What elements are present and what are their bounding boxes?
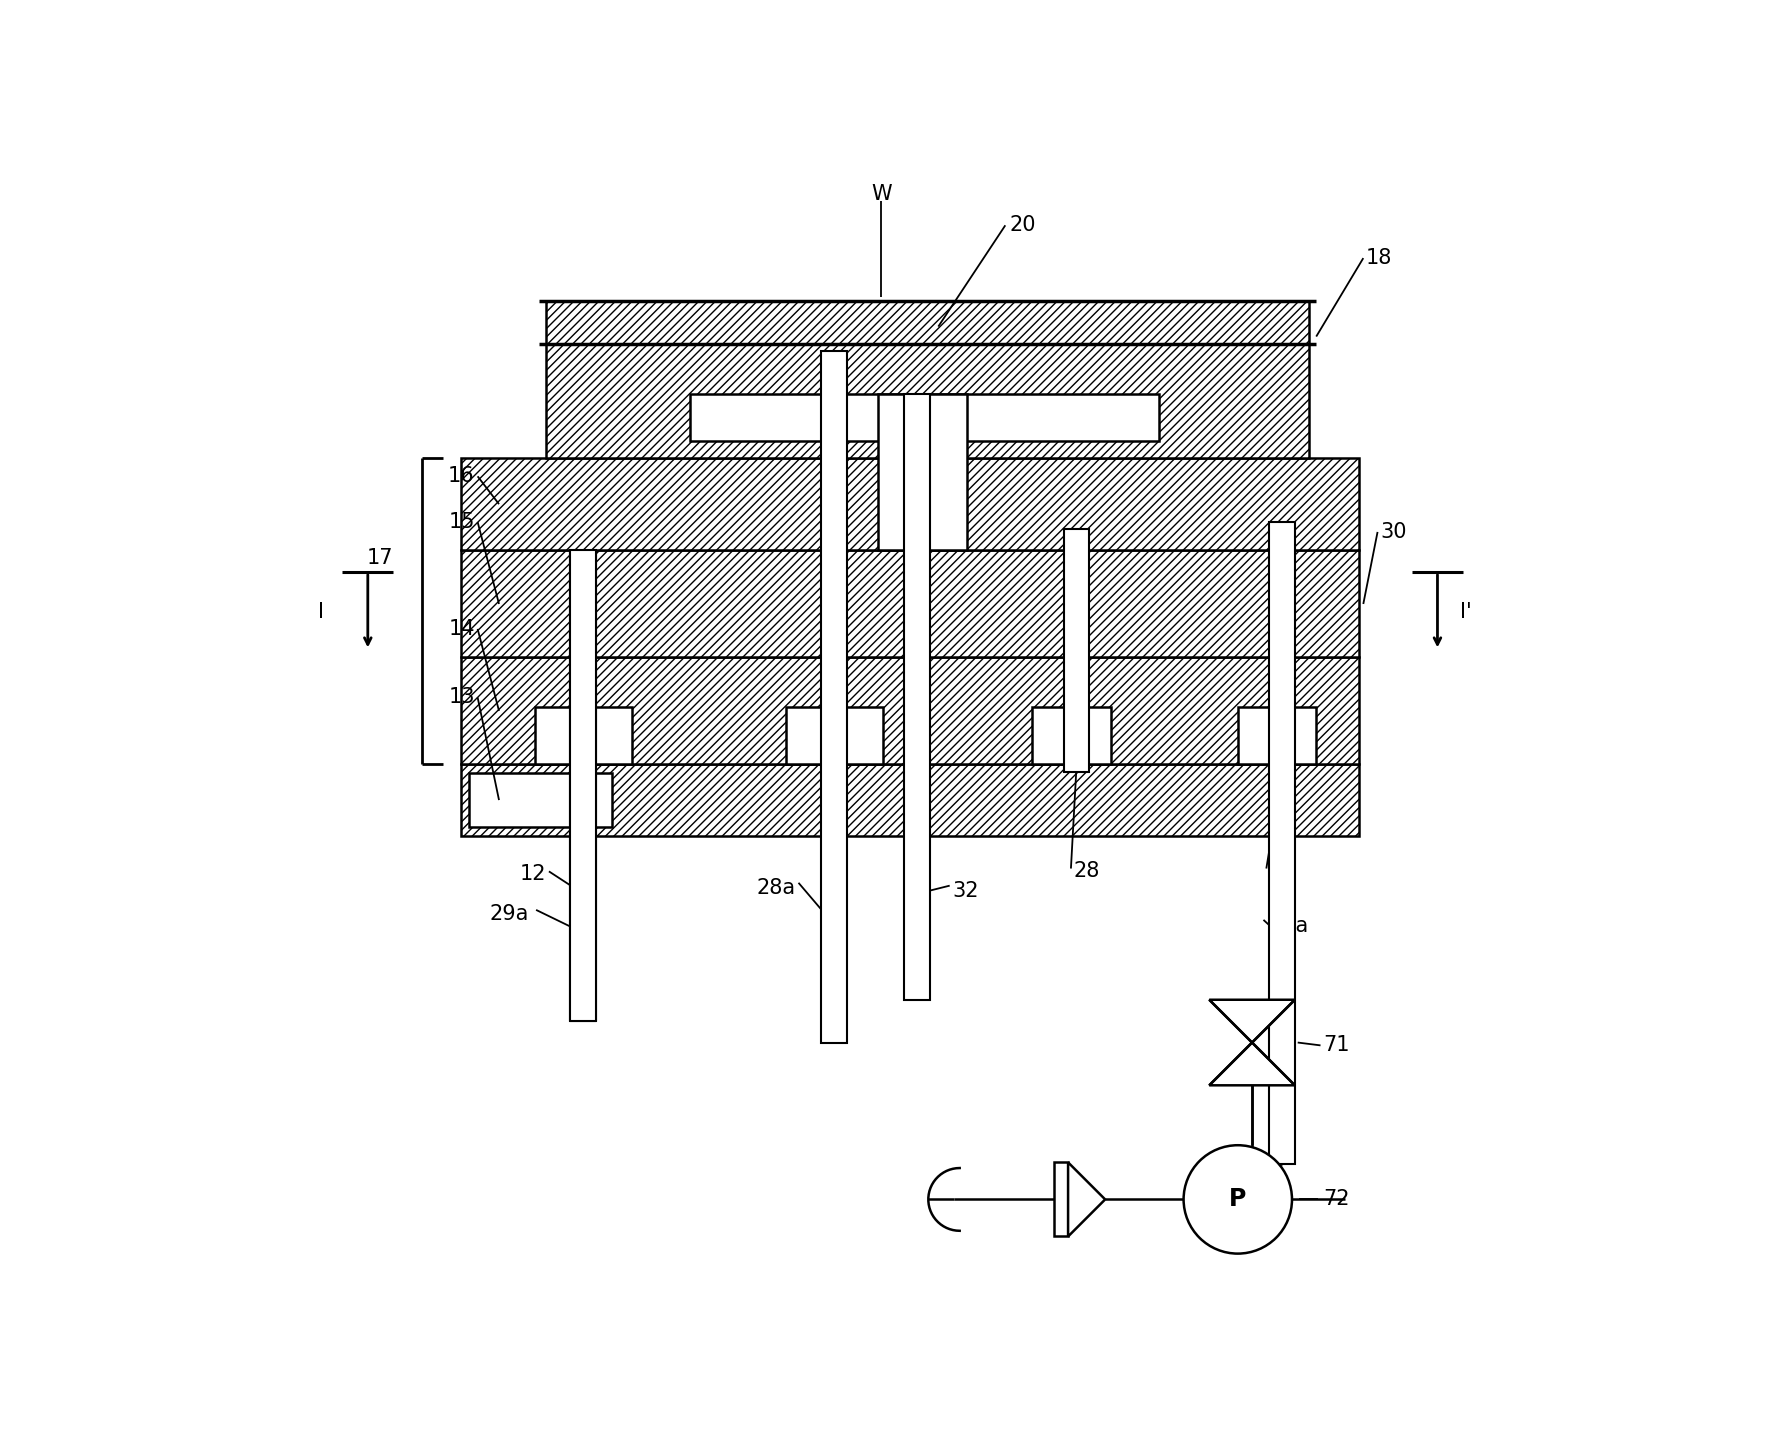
Text: 32: 32 (953, 882, 980, 902)
Bar (822, 350, 847, 1043)
Bar (690, 393, 1159, 440)
Text: 30: 30 (1381, 522, 1408, 542)
Polygon shape (1067, 1162, 1105, 1236)
Text: 29: 29 (1270, 862, 1297, 882)
Bar (786, 707, 883, 765)
Bar (1270, 522, 1295, 1163)
Bar (460, 765, 1359, 836)
Bar (536, 707, 632, 765)
Text: 17: 17 (367, 547, 394, 567)
Text: P: P (1229, 1187, 1247, 1212)
Text: 18: 18 (1367, 249, 1393, 269)
Bar (1053, 1162, 1067, 1236)
Bar (469, 773, 613, 827)
Text: 13: 13 (448, 687, 475, 707)
Text: 28: 28 (1075, 862, 1100, 882)
Text: 14: 14 (448, 619, 475, 639)
Text: 72: 72 (1324, 1189, 1350, 1209)
Text: 16: 16 (448, 466, 475, 486)
Bar (460, 457, 1359, 550)
Bar (904, 393, 930, 1000)
Text: I: I (317, 602, 324, 622)
Bar (1032, 707, 1110, 765)
Circle shape (1184, 1145, 1291, 1253)
Polygon shape (1209, 1043, 1295, 1085)
Text: 30a: 30a (1270, 916, 1309, 936)
Text: 15: 15 (448, 512, 475, 532)
Bar (460, 657, 1359, 765)
Text: 71: 71 (1324, 1036, 1350, 1056)
Text: 29a: 29a (489, 905, 528, 925)
Text: 28a: 28a (756, 879, 795, 899)
Text: 12: 12 (519, 865, 546, 885)
Bar (546, 302, 1309, 344)
Text: I': I' (1460, 602, 1472, 622)
Bar (1238, 707, 1316, 765)
Text: W: W (870, 184, 892, 204)
Bar (546, 344, 1309, 457)
Bar (460, 550, 1359, 657)
Bar (570, 550, 596, 1022)
Bar (1064, 529, 1089, 772)
Polygon shape (1209, 1000, 1295, 1043)
Text: 20: 20 (1010, 216, 1037, 236)
Bar (878, 393, 967, 550)
